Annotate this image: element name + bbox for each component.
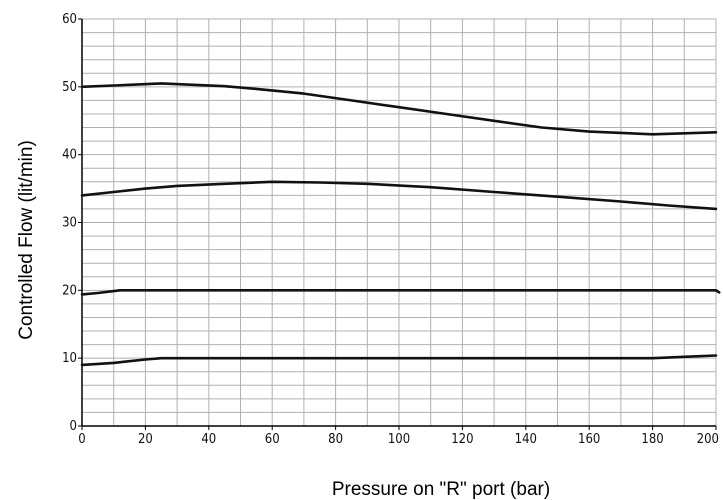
y-tick-label: 30 [62, 216, 77, 231]
x-tick-label: 20 [138, 432, 153, 447]
series-line-1 [80, 82, 718, 136]
axes [78, 18, 717, 430]
x-tick-label: 60 [265, 432, 280, 447]
y-tick-label: 10 [62, 351, 77, 366]
x-tick-label: 40 [201, 432, 216, 447]
x-tick-label: 100 [388, 432, 410, 447]
y-tick-label: 20 [62, 283, 77, 298]
grid [81, 18, 717, 427]
y-tick-label: 50 [62, 80, 77, 95]
x-tick-label: 80 [328, 432, 343, 447]
x-tick-label: 160 [578, 432, 600, 447]
x-axis-title: Pressure on "R" port (bar) [332, 479, 550, 500]
y-axis-title: Controlled Flow (lit/min) [16, 140, 37, 340]
y-tick-label: 40 [62, 148, 77, 163]
series-lines [80, 82, 721, 367]
x-tick-label: 140 [515, 432, 537, 447]
y-tick-label: 0 [70, 419, 77, 434]
series-line-3 [80, 289, 721, 296]
series-line-2 [80, 180, 718, 211]
tick-labels: 0 20 40 60 80 100 120 140 160 180 200 0 10 20 30 40 50 60 [62, 12, 719, 447]
x-tick-label: 200 [697, 432, 719, 447]
y-tick-label: 60 [62, 12, 77, 27]
x-tick-label: 120 [451, 432, 473, 447]
x-tick-label: 0 [78, 432, 85, 447]
series-line-4 [80, 354, 718, 367]
x-tick-label: 180 [641, 432, 663, 447]
